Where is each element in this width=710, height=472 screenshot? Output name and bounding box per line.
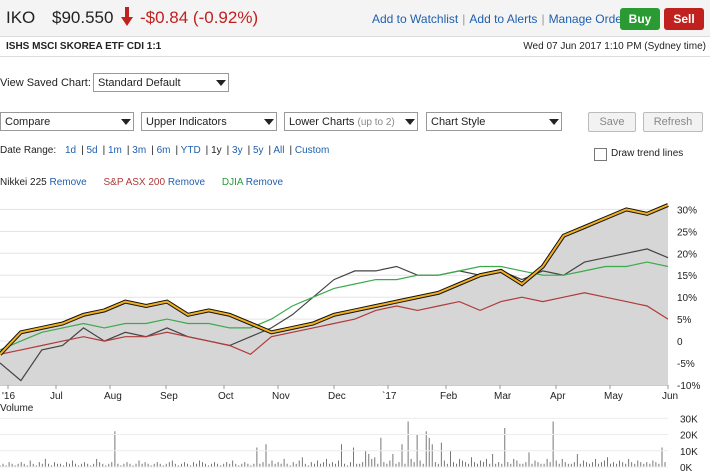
legend-djia: DJIA — [221, 177, 243, 188]
save-button[interactable]: Save — [588, 112, 636, 132]
upper-indicators-label: Upper Indicators — [146, 116, 227, 128]
security-name: ISHS MSCI SKOREA ETF CDI 1:1 — [6, 41, 162, 52]
quote-datetime: Wed 07 Jun 2017 1:10 PM (Sydney time) — [523, 41, 706, 52]
remove-djia-link[interactable]: Remove — [245, 177, 284, 188]
djia-line — [0, 261, 669, 351]
x-tick-label: Jun — [662, 391, 678, 402]
range-1y[interactable]: 1y — [211, 145, 222, 156]
range-5y[interactable]: 5y — [252, 145, 264, 156]
link-separator: | — [462, 12, 466, 26]
add-to-alerts-link[interactable]: Add to Alerts — [469, 12, 538, 26]
range-6m[interactable]: 6m — [156, 145, 171, 156]
legend-nikkei: Nikkei 225 — [0, 177, 47, 188]
volume-label: Volume — [0, 403, 34, 414]
saved-chart-select[interactable]: Standard Default — [93, 73, 229, 92]
y-tick-label: -5% — [677, 359, 695, 370]
price-chart[interactable]: 30% 25% 20% 15% 10% 5% 0 -5% -10% '16 Jul Aug Sep Oc… — [0, 197, 710, 472]
y-tick-label: 30% — [677, 205, 697, 216]
saved-chart-label: View Saved Chart: — [0, 77, 91, 89]
x-tick-label: May — [604, 391, 623, 402]
range-5d[interactable]: 5d — [86, 145, 98, 156]
volume-tick-label: 10K — [680, 447, 698, 458]
y-tick-label: 25% — [677, 227, 697, 238]
range-custom[interactable]: Custom — [294, 145, 330, 156]
y-tick-label: 5% — [677, 315, 692, 326]
x-tick-label: Sep — [160, 391, 178, 402]
ticker-symbol: IKO — [6, 8, 36, 27]
upper-indicators-select[interactable]: Upper Indicators — [141, 112, 277, 131]
range-1m[interactable]: 1m — [107, 145, 122, 156]
x-tick-label: Mar — [494, 391, 512, 402]
x-tick-label: Dec — [328, 391, 346, 402]
x-tick-label: Aug — [104, 391, 122, 402]
refresh-button[interactable]: Refresh — [643, 112, 703, 132]
buy-button[interactable]: Buy — [620, 8, 660, 30]
chevron-down-icon — [118, 113, 133, 130]
chart-style-label: Chart Style — [431, 116, 486, 128]
volume-tick-label: 30K — [680, 414, 698, 425]
compare-label: Compare — [5, 116, 51, 128]
chevron-down-icon — [261, 113, 276, 130]
x-tick-label: Jul — [50, 391, 63, 402]
date-range-label: Date Range: — [0, 145, 57, 156]
last-price: $90.550 — [52, 8, 114, 27]
x-tick-label: '16 — [2, 391, 15, 402]
sell-button[interactable]: Sell — [664, 8, 704, 30]
x-tick-label: Nov — [272, 391, 290, 402]
compare-select[interactable]: Compare — [0, 112, 134, 131]
y-tick-label: 10% — [677, 293, 697, 304]
remove-nikkei-link[interactable]: Remove — [49, 177, 87, 188]
x-tick-label: `17 — [382, 390, 397, 402]
x-tick-label: Feb — [440, 391, 458, 402]
range-1d[interactable]: 1d — [64, 145, 77, 156]
lower-charts-note: (up to 2) — [357, 117, 395, 128]
comparison-legend: Nikkei 225 Remove S&P ASX 200 Remove DJI… — [0, 177, 283, 188]
y-tick-label: 15% — [677, 271, 697, 282]
volume-tick-label: 20K — [680, 431, 698, 442]
lower-charts-select[interactable]: Lower Charts (up to 2) — [284, 112, 418, 131]
range-3y[interactable]: 3y — [232, 145, 243, 156]
chevron-down-icon — [213, 74, 228, 91]
chart-style-select[interactable]: Chart Style — [426, 112, 562, 131]
manage-orders-link[interactable]: Manage Orders — [548, 12, 632, 26]
down-arrow-icon — [121, 7, 133, 26]
add-to-watchlist-link[interactable]: Add to Watchlist — [372, 12, 459, 26]
security-info-bar — [0, 36, 710, 57]
range-all[interactable]: All — [273, 145, 285, 156]
date-range-bar: Date Range: 1d | 5d | 1m | 3m | 6m | YTD | 1y |… — [0, 145, 330, 156]
legend-asx: S&P ASX 200 — [103, 177, 166, 188]
quote-header — [0, 0, 710, 37]
s-p-asx-200-line — [0, 292, 669, 355]
iko-area — [0, 205, 668, 385]
remove-asx-link[interactable]: Remove — [167, 177, 206, 188]
trend-lines-label: Draw trend lines — [611, 148, 684, 159]
y-tick-label: 20% — [677, 249, 697, 260]
price-change: -$0.84 (-0.92%) — [140, 8, 259, 27]
range-ytd[interactable]: YTD — [180, 145, 201, 156]
saved-chart-value: Standard Default — [98, 77, 181, 89]
header-links: Add to Watchlist | Add to Alerts | Manag… — [372, 12, 632, 26]
chevron-down-icon — [546, 113, 561, 130]
volume-tick-label: 0K — [680, 463, 693, 472]
iko-line — [0, 204, 669, 355]
y-tick-label: 0 — [677, 337, 683, 348]
y-tick-label: -10% — [677, 381, 700, 392]
x-tick-label: Apr — [550, 391, 566, 402]
lower-charts-label: Lower Charts — [289, 116, 355, 128]
nikkei-225-line — [0, 248, 669, 382]
x-tick-label: Oct — [218, 391, 234, 402]
link-separator: | — [541, 12, 545, 26]
range-3m[interactable]: 3m — [132, 145, 147, 156]
trend-lines-checkbox[interactable] — [594, 148, 607, 161]
chevron-down-icon — [402, 113, 417, 130]
